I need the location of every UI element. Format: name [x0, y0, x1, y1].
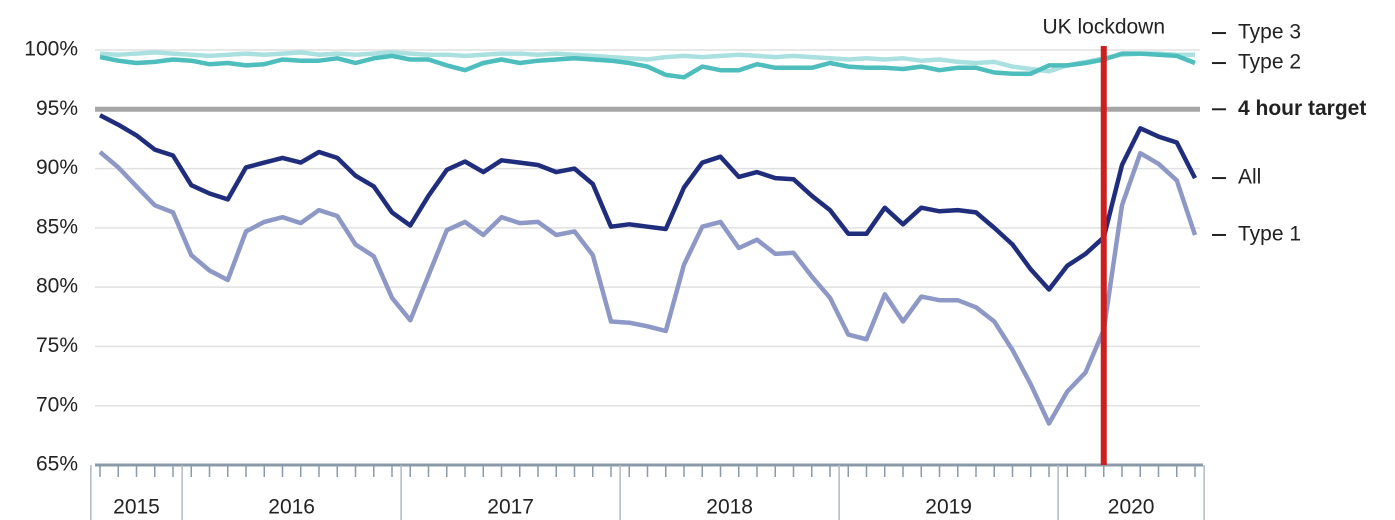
annotation-label: UK lockdown [1042, 16, 1165, 39]
y-tick-label: 90% [36, 156, 78, 179]
y-tick-label: 70% [36, 393, 78, 416]
series-line [99, 51, 1196, 80]
series-label: Type 3 [1238, 21, 1301, 44]
y-tick-label: 95% [36, 97, 78, 120]
y-tick-label: 75% [36, 334, 78, 357]
x-group-label: 2016 [268, 496, 315, 519]
series-line [98, 113, 1198, 292]
y-tick-label: 100% [24, 38, 78, 61]
x-group-label: 2018 [706, 496, 753, 519]
series-label: All [1238, 166, 1261, 189]
x-group-label: 2020 [1108, 496, 1155, 519]
series-line [98, 150, 1198, 426]
series-line [99, 50, 1195, 74]
series-label: Type 1 [1238, 223, 1301, 246]
y-tick-label: 80% [36, 275, 78, 298]
x-group-label: 2017 [487, 496, 534, 519]
y-tick-label: 65% [36, 453, 78, 476]
series-label: Type 2 [1238, 51, 1301, 74]
x-group-label: 2015 [113, 496, 160, 519]
x-group-label: 2019 [925, 496, 972, 519]
series-label: 4 hour target [1238, 97, 1366, 120]
y-tick-label: 85% [36, 215, 78, 238]
